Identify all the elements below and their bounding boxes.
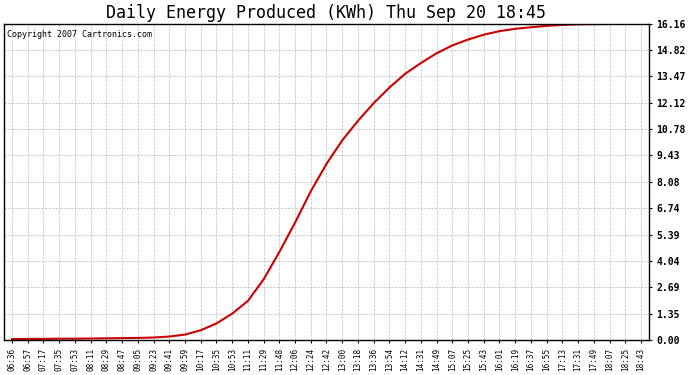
Title: Daily Energy Produced (KWh) Thu Sep 20 18:45: Daily Energy Produced (KWh) Thu Sep 20 1… xyxy=(106,4,546,22)
Text: Copyright 2007 Cartronics.com: Copyright 2007 Cartronics.com xyxy=(8,30,152,39)
